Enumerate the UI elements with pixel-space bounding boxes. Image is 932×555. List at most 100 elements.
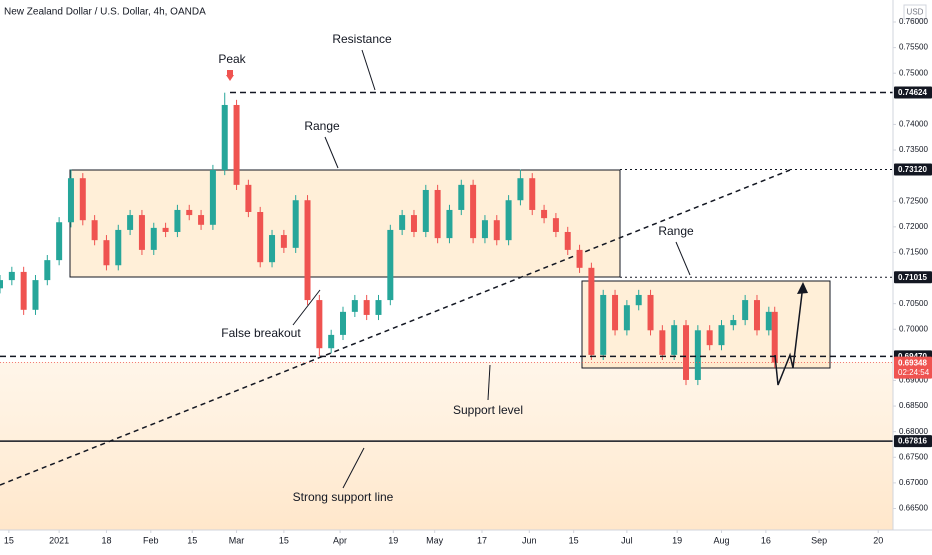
candle-body [198,215,205,225]
candle-body [683,325,690,380]
x-tick-label: Apr [333,535,347,545]
y-tick-label: 0.66500 [899,504,928,513]
x-tick-label: Aug [713,535,729,545]
y-tick-label: 0.68500 [899,401,928,410]
pointer [342,447,365,489]
last-price-bg [894,356,932,379]
candle-body [552,218,559,232]
candle-body [375,300,382,315]
x-tick-label: 15 [187,535,197,545]
candle-body [600,294,607,355]
candle-body [91,220,98,241]
y-tick-label: 0.70500 [899,299,928,308]
candle-body [470,184,477,239]
candle-body [150,227,157,250]
candle-body [765,311,772,331]
candle-body [103,240,110,266]
candle-body [410,215,417,232]
candle-body [56,222,63,261]
candle-body [422,189,429,232]
x-tick-label: 20 [873,535,883,545]
candle-body [304,200,311,301]
x-tick-label: 16 [761,535,771,545]
candle-body [493,220,500,241]
candle-body [647,294,654,331]
x-tick-label: 2021 [49,535,69,545]
pointer [324,136,339,169]
level-label-bg [894,271,932,284]
level-label: 0.71015 [898,273,927,282]
level-label-bg [894,86,932,99]
candle-body [541,209,548,219]
level-label-bg [894,435,932,448]
candle-body [351,300,358,312]
candle-body [730,320,737,326]
candle-body [659,330,666,355]
candle-body [387,229,394,301]
annotation: Peak [218,52,246,66]
x-tick-label: 17 [477,535,487,545]
x-tick-label: 18 [101,535,111,545]
candle-body [328,334,335,349]
trend-line [0,169,791,486]
candle-body [446,209,453,239]
projection-arrow [774,284,804,386]
pointer [292,289,321,326]
candle-body [694,330,701,380]
y-tick-label: 0.76000 [899,17,928,26]
level-label-bg [894,163,932,176]
x-tick-label: 15 [569,535,579,545]
annotation: Resistance [332,32,392,46]
candle-body [753,300,760,331]
annotation: Range [658,224,694,238]
range-box [69,169,621,278]
candle-body [316,300,323,349]
candle-body [67,178,74,223]
candle-body [186,209,193,216]
y-tick-label: 0.72000 [899,222,928,231]
candle-body [588,267,595,355]
x-tick-label: 15 [279,535,289,545]
candle-body [20,271,27,310]
y-tick-label: 0.75500 [899,43,928,52]
y-tick-label: 0.74000 [899,120,928,129]
arrow-head [797,282,808,294]
annotation: Strong support line [293,490,394,504]
y-tick-label: 0.72500 [899,196,928,205]
peak-arrow [227,70,233,76]
x-tick-label: Jun [522,535,537,545]
candle-body [245,184,252,212]
candle-body [529,178,536,210]
candle-body [517,178,524,201]
pointer [487,364,491,401]
x-tick-label: 19 [388,535,398,545]
candle-body [771,311,778,363]
candle-body [0,280,3,289]
y-tick-label: 0.71500 [899,248,928,257]
annotation: Support level [453,403,523,417]
candle-body [174,209,181,232]
countdown: 02:24:54 [898,368,930,377]
candle-body [340,311,347,335]
candle-body [115,229,122,266]
x-tick-label: 19 [672,535,682,545]
last-price-label: 0.69348 [898,358,927,367]
x-tick-label: 15 [4,535,14,545]
candle-body [576,249,583,268]
candle-body [635,294,642,306]
currency: USD [907,8,924,17]
x-tick-label: Jul [621,535,633,545]
price-axis [893,0,932,530]
candle-body [505,200,512,241]
y-tick-label: 0.73500 [899,145,928,154]
candle-body [44,260,51,281]
level-label: 0.69470 [898,352,927,361]
level-label: 0.67816 [898,437,927,446]
candle-body [458,184,465,210]
y-tick-label: 0.70000 [899,324,928,333]
peak-arrow [226,75,234,81]
y-tick-label: 0.75000 [899,68,928,77]
candle-body [8,271,15,281]
